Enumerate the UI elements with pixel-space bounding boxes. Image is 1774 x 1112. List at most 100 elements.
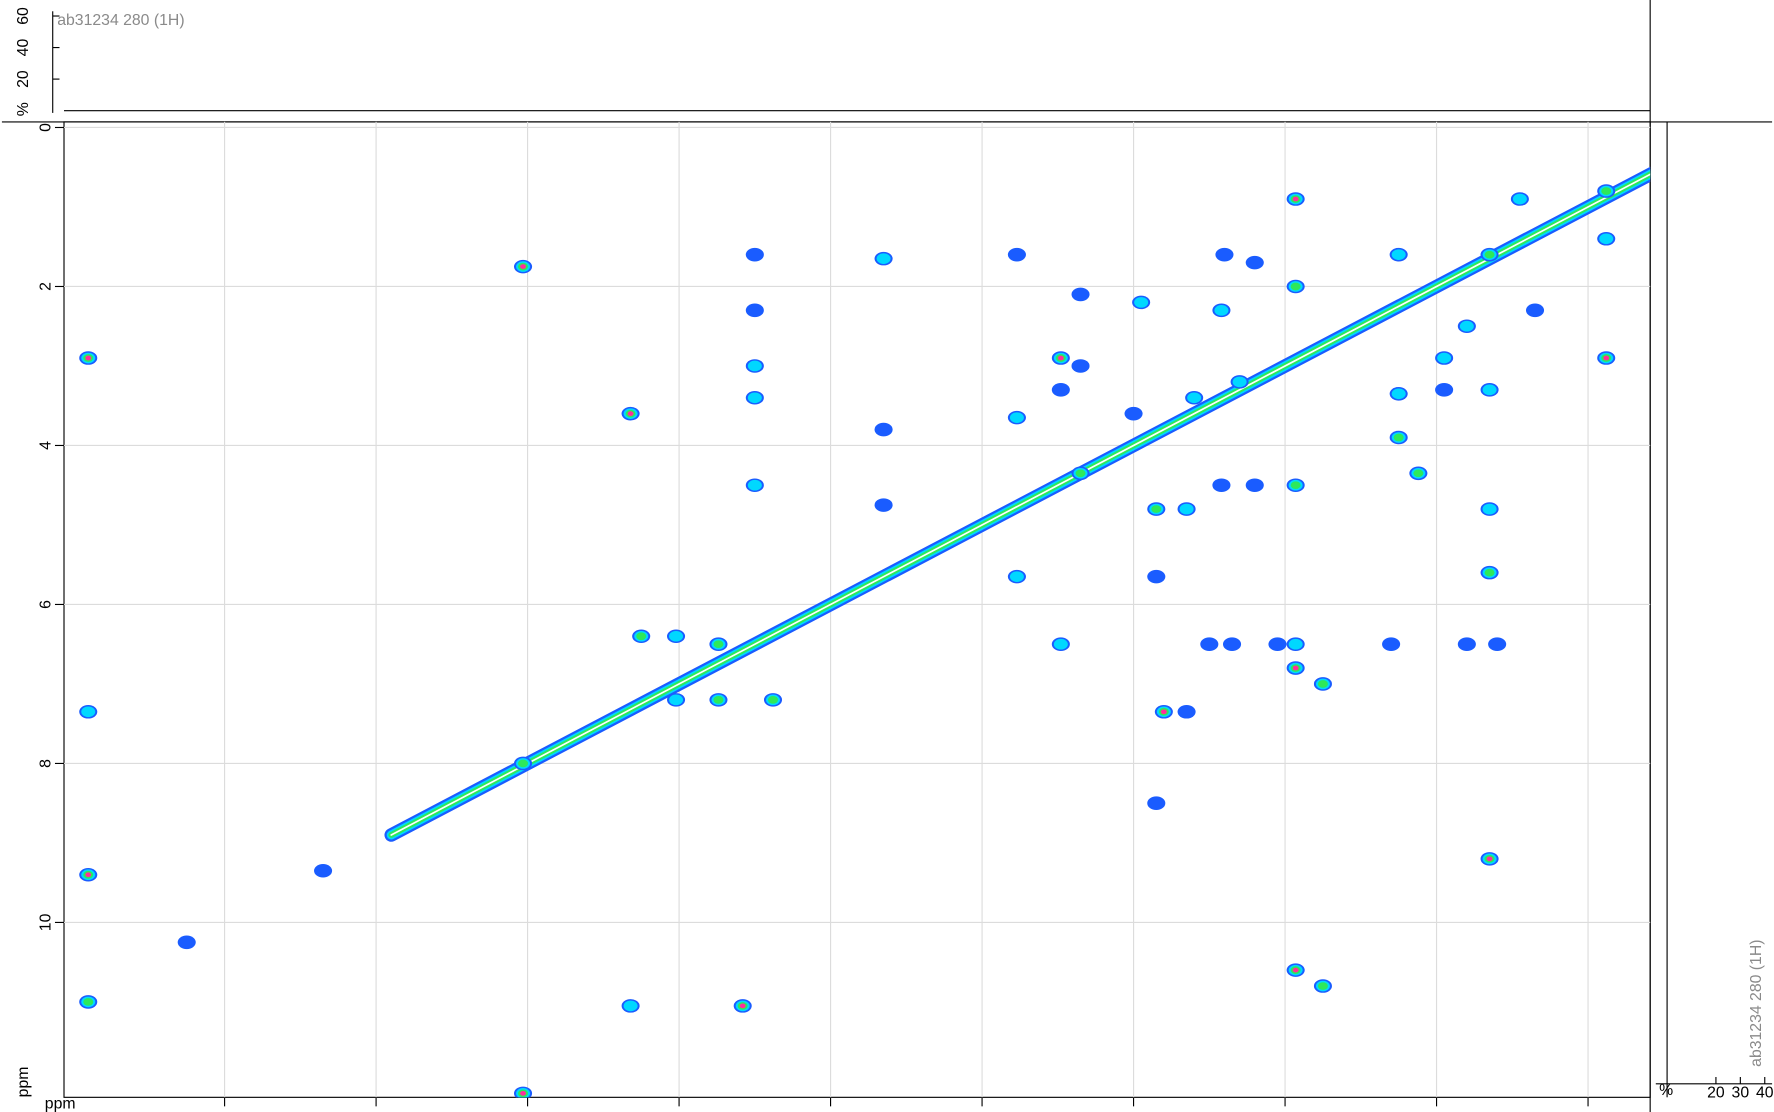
cross-peak xyxy=(1484,568,1495,577)
cross-peak xyxy=(1292,665,1299,671)
cross-peak xyxy=(1391,249,1406,260)
cross-peak xyxy=(1268,637,1287,651)
cross-peak xyxy=(1245,255,1264,270)
cross-peak xyxy=(713,696,724,704)
cross-peak xyxy=(1599,233,1614,245)
cross-peak xyxy=(85,355,92,361)
x-tick-label: 5 xyxy=(978,1111,987,1112)
x-tick-label: 9 xyxy=(372,1111,381,1112)
cross-peak xyxy=(314,863,333,878)
cross-peak xyxy=(518,759,529,768)
cross-peak xyxy=(1147,569,1166,584)
cross-peak xyxy=(1393,433,1404,442)
cross-peak xyxy=(1212,478,1231,492)
cross-peak xyxy=(623,1000,638,1012)
cross-peak xyxy=(1134,297,1149,308)
x-tick-label: 7 xyxy=(675,1111,684,1112)
cross-peak xyxy=(874,498,893,512)
x-tick-label: 8 xyxy=(523,1111,532,1112)
right-title: ab31234 280 (1H) xyxy=(1748,939,1765,1066)
cross-peak xyxy=(1288,638,1303,650)
right-axis-label: % xyxy=(1659,1082,1673,1099)
cross-peak xyxy=(520,1090,526,1096)
cross-peak xyxy=(1486,856,1493,862)
x-tick-label: 1 xyxy=(1584,1111,1593,1112)
cross-peak xyxy=(747,360,762,372)
cross-peak xyxy=(520,264,526,269)
cross-peak xyxy=(636,632,647,641)
x-tick-label: 10 xyxy=(216,1111,234,1112)
cross-peak xyxy=(1525,303,1545,318)
cross-peak xyxy=(1292,196,1299,202)
cross-peak xyxy=(1435,383,1454,397)
cross-peak xyxy=(669,630,684,642)
top-tick-label: 20 xyxy=(15,70,32,88)
top-tick-label: 60 xyxy=(15,7,32,25)
y-tick-label: 10 xyxy=(37,913,54,931)
cross-peak xyxy=(874,422,893,437)
right-tick-label: 20 xyxy=(1707,1084,1725,1101)
x-axis-label: ppm xyxy=(45,1096,76,1112)
cross-peak xyxy=(747,392,762,404)
cross-peak xyxy=(669,694,684,706)
cross-peak xyxy=(1317,680,1328,688)
cross-peak xyxy=(1413,469,1424,478)
cross-peak xyxy=(1151,505,1162,513)
cross-peak xyxy=(1482,503,1497,515)
y-tick-label: 0 xyxy=(37,123,54,132)
cross-peak xyxy=(1071,287,1090,302)
cross-peak xyxy=(1391,388,1406,400)
cross-peak xyxy=(1051,383,1070,397)
cross-peak xyxy=(1437,352,1452,364)
cross-peak xyxy=(1382,637,1401,651)
cross-peak xyxy=(83,998,94,1006)
cross-peak xyxy=(85,872,92,878)
cross-peak xyxy=(747,479,762,491)
cross-peak xyxy=(1160,709,1167,715)
cross-peak xyxy=(713,640,724,649)
cross-peak xyxy=(627,411,634,417)
cross-peak xyxy=(1601,187,1612,195)
cross-peak xyxy=(1071,359,1090,373)
cross-peak xyxy=(1488,637,1507,651)
cross-peak xyxy=(1290,282,1301,291)
cross-peak xyxy=(768,696,778,704)
cross-peak xyxy=(1317,982,1328,990)
cross-peak xyxy=(1007,247,1026,262)
cross-peak xyxy=(1177,705,1196,719)
cross-peak xyxy=(1484,250,1495,259)
cross-peak xyxy=(1179,503,1194,515)
contour-area xyxy=(79,166,1651,1098)
x-tick-label: 4 xyxy=(1129,1111,1138,1112)
top-axis-label: % xyxy=(15,102,32,116)
x-tick-label: 2 xyxy=(1432,1111,1441,1112)
x-tick-label: 6 xyxy=(826,1111,835,1112)
chart-title: ab31234 280 (1H) xyxy=(57,12,184,29)
cross-peak xyxy=(1057,355,1064,361)
cross-peak xyxy=(1290,481,1301,490)
cross-peak xyxy=(1292,967,1299,973)
cross-peak xyxy=(1245,478,1264,492)
x-tick-label: 3 xyxy=(1281,1111,1290,1112)
cross-peak xyxy=(1200,637,1219,651)
right-tick-label: 40 xyxy=(1756,1084,1774,1101)
cross-peak xyxy=(739,1003,746,1009)
y-axis-label: ppm xyxy=(15,1067,32,1098)
cross-peak xyxy=(1075,469,1086,478)
cross-peak xyxy=(1214,305,1229,316)
top-tick-label: 40 xyxy=(15,39,32,57)
y-tick-label: 6 xyxy=(37,600,54,609)
cross-peak xyxy=(1457,637,1476,651)
cross-peak xyxy=(1223,637,1242,651)
cross-peak xyxy=(177,935,196,950)
cross-peak xyxy=(876,253,891,264)
cross-peak xyxy=(745,247,764,262)
cross-peak xyxy=(1459,320,1474,332)
plot-frame xyxy=(63,121,1651,1098)
cross-peak xyxy=(1147,796,1166,810)
cross-peak xyxy=(81,706,96,718)
cross-peak xyxy=(1009,571,1024,582)
